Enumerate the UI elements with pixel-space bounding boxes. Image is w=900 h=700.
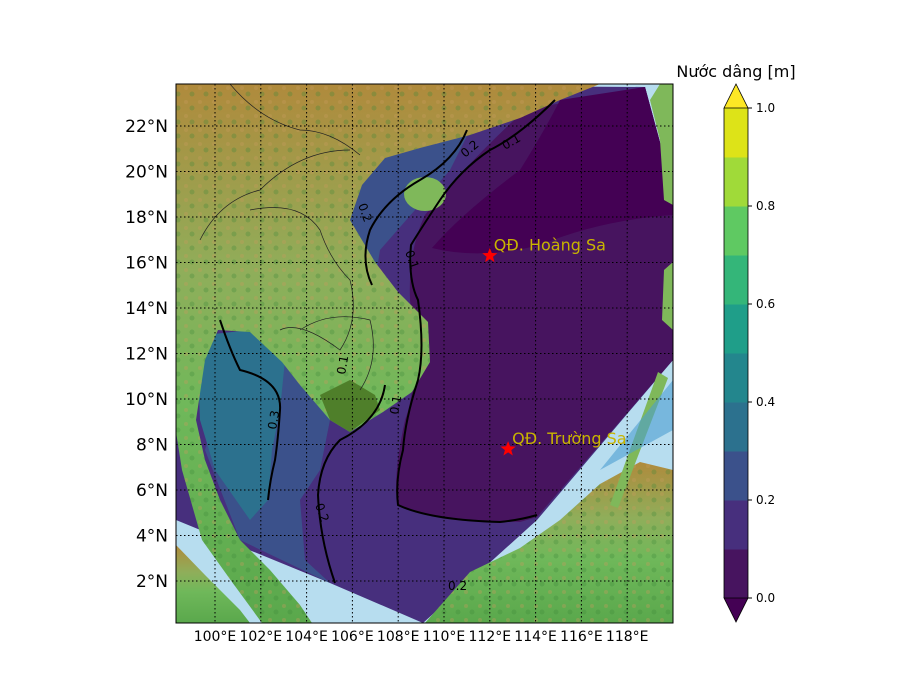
map-frame (175, 83, 674, 624)
lon-tick-label: 104°E (285, 629, 328, 645)
colorbar-title: Nước dâng [m] (676, 62, 795, 81)
colorbar-extend-max (723, 83, 749, 109)
graticule (176, 84, 673, 623)
colorbar-tick-label: 0.8 (756, 199, 775, 213)
lon-tick-label: 112°E (469, 629, 512, 645)
contour-0.1-north (396, 99, 556, 524)
colorbar-bin (724, 353, 748, 403)
lon-tick-label: 100°E (194, 629, 237, 645)
contour-labels: 0.1 0.2 0.1 0.2 0.1 0.1 0.3 0.2 0.2 (265, 131, 523, 593)
colorbar-bin (724, 157, 748, 207)
lat-tick-label: 16°N (125, 254, 168, 274)
lon-tick-label: 118°E (606, 629, 649, 645)
colorbar-tick-label: 0.0 (756, 591, 775, 605)
contour-lines (219, 99, 556, 584)
colorbar-bin (724, 549, 748, 599)
colorbar-bin (724, 402, 748, 452)
colorbar-bin (724, 108, 748, 158)
colorbar: 0.0 0.2 0.4 0.6 0.8 1.0 (723, 83, 775, 623)
lat-tick-label: 18°N (125, 208, 168, 228)
lat-tick-label: 10°N (125, 390, 168, 410)
lat-labels: 2°N 4°N 6°N 8°N 10°N 12°N 14°N 16°N 18°N 20°N 22°N (125, 117, 168, 592)
contour-label: 0.1 (402, 248, 422, 271)
contour-label: 0.1 (387, 394, 404, 415)
colorbar-tick-label: 1.0 (756, 101, 775, 115)
star-marker-icon (500, 441, 516, 456)
contour-label: 0.2 (312, 501, 332, 524)
colorbar-bin (724, 304, 748, 354)
colorbar-extend-min (723, 597, 749, 623)
surge-region-below-0 (432, 87, 673, 254)
contour-label: 0.2 (355, 201, 375, 224)
lon-tick-label: 116°E (560, 629, 603, 645)
lat-tick-label: 8°N (136, 436, 168, 456)
contour-0.3 (219, 319, 282, 501)
colorbar-tick-label: 0.2 (756, 493, 775, 507)
lat-tick-label: 14°N (125, 299, 168, 319)
lat-tick-label: 2°N (136, 572, 168, 592)
colorbar-bin (724, 206, 748, 256)
map-area: 0.1 0.2 0.1 0.2 0.1 0.1 0.3 0.2 0.2 QĐ. … (176, 84, 673, 623)
lon-tick-label: 106°E (331, 629, 374, 645)
contour-label: 0.2 (448, 579, 467, 593)
star-marker-icon (482, 247, 498, 263)
colorbar-bin (724, 500, 748, 550)
contour-label: 0.1 (334, 354, 351, 375)
surge-region-0.3-0.4 (198, 330, 285, 520)
surge-region-0.2-0.3-tonkin (350, 130, 470, 300)
lat-tick-label: 12°N (125, 345, 168, 365)
colorbar-bin (724, 255, 748, 305)
lon-tick-label: 102°E (240, 629, 283, 645)
lat-tick-label: 22°N (125, 117, 168, 137)
markers: QĐ. Hoàng Sa QĐ. Trường Sa (482, 236, 627, 456)
lon-tick-label: 114°E (514, 629, 557, 645)
lon-labels: 100°E 102°E 104°E 106°E 108°E 110°E 112°E 114°E… (194, 629, 649, 645)
colorbar-bin (724, 451, 748, 501)
lat-tick-label: 6°N (136, 481, 168, 501)
contour-0.2-tonkin (364, 129, 468, 286)
lat-tick-label: 4°N (136, 527, 168, 547)
marker-label: QĐ. Hoàng Sa (494, 236, 606, 255)
lon-tick-label: 110°E (423, 629, 466, 645)
lon-tick-label: 108°E (377, 629, 420, 645)
lat-tick-label: 20°N (125, 163, 168, 183)
contour-label: 0.3 (265, 409, 282, 430)
country-borders (199, 84, 374, 391)
contour-0.2-south (316, 384, 386, 584)
colorbar-tick-label: 0.6 (756, 297, 775, 311)
colorbar-tick-label: 0.4 (756, 395, 775, 409)
marker-label: QĐ. Trường Sa (512, 429, 626, 448)
